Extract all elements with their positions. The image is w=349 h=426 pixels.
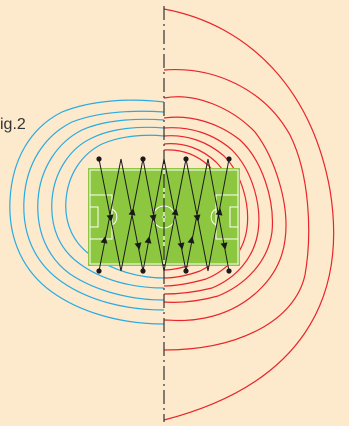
left-contour-4 <box>51 126 165 289</box>
left-contour-3 <box>37 118 165 301</box>
arrowhead <box>187 236 195 244</box>
right-contour-1 <box>163 8 335 421</box>
network-node <box>96 268 102 274</box>
network-node <box>140 156 146 162</box>
network-edge <box>207 158 230 272</box>
left-contours <box>9 99 165 325</box>
right-contour-2 <box>163 68 310 351</box>
left-contour-1 <box>9 99 165 325</box>
arrowhead <box>220 242 228 250</box>
right-contour-4 <box>163 116 274 303</box>
left-contour-2 <box>23 110 165 311</box>
arrowheads <box>100 208 228 250</box>
network-node <box>226 268 232 274</box>
arrowhead <box>177 242 185 250</box>
arrowhead <box>171 208 179 216</box>
arrowhead <box>149 214 157 222</box>
arrowhead <box>193 214 201 222</box>
right-goal-box <box>229 206 239 228</box>
network-node <box>140 268 146 274</box>
figure-label: ig.2 <box>0 116 26 133</box>
arrowhead <box>128 208 136 216</box>
network-node <box>183 156 189 162</box>
arrowhead <box>106 214 114 222</box>
network-node <box>96 156 102 162</box>
right-contours <box>163 8 335 421</box>
arrowhead <box>144 236 152 244</box>
left-penalty-arc <box>111 208 118 226</box>
right-contour-5 <box>163 127 260 295</box>
network-node <box>183 268 189 274</box>
arrowhead <box>100 236 108 244</box>
left-contour-5 <box>65 134 165 279</box>
right-contour-6 <box>163 135 249 287</box>
left-goal-box <box>89 206 99 228</box>
arrowhead <box>134 242 142 250</box>
network-node <box>226 156 232 162</box>
right-penalty-arc <box>210 208 217 226</box>
right-contour-3 <box>163 96 287 322</box>
network-nodes <box>96 156 232 274</box>
arrowhead <box>215 208 223 216</box>
